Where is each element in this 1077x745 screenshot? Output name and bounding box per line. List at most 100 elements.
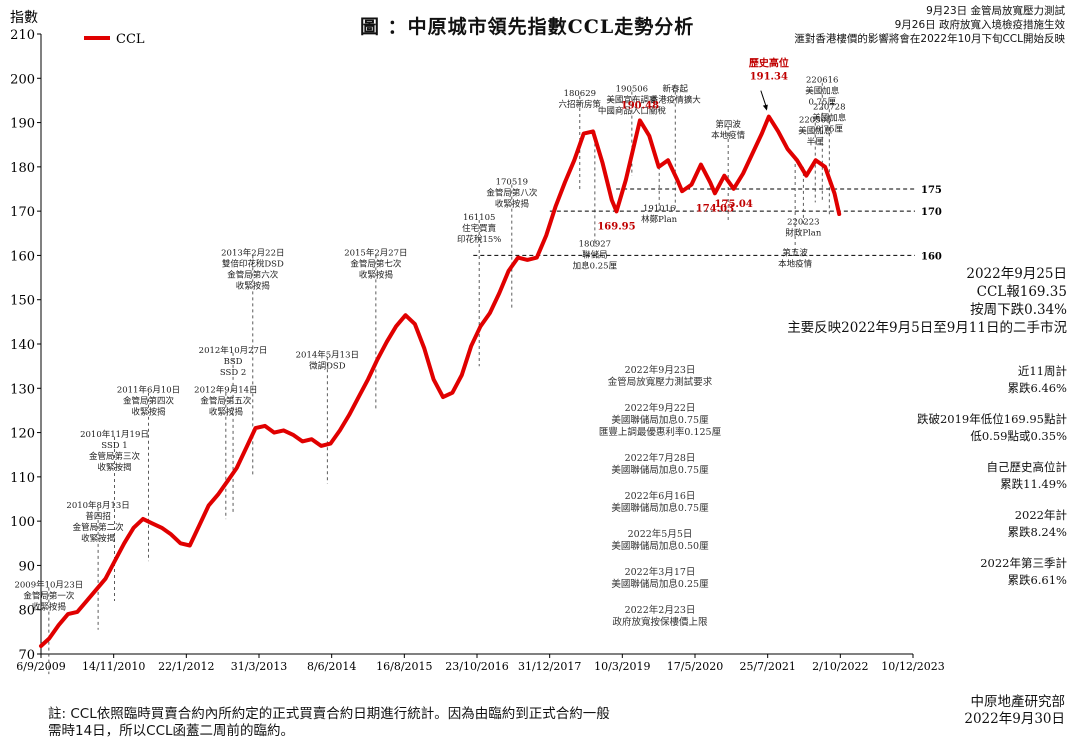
annotation-line: 金管局第四次	[123, 396, 175, 407]
ccl-data-point	[713, 192, 717, 195]
weekly-change: 按周下跌0.34%	[970, 302, 1067, 318]
event-annotation: 180927 聯儲局加息0.25厘	[573, 240, 618, 272]
annotation-line: 0.75厘	[809, 98, 837, 108]
policy-note: 2022年7月28日美國聯儲局加息0.75厘	[611, 452, 709, 476]
ccl-data-point	[169, 533, 173, 536]
annotation-line: 美國加息	[798, 126, 833, 137]
x-tick-label: 6/9/2009	[16, 660, 65, 673]
ccl-data-point	[732, 187, 735, 191]
ccl-data-point	[376, 358, 379, 361]
y-tick-label: 140	[10, 338, 35, 353]
ccl-data-point	[676, 178, 679, 182]
y-tick-label: 180	[10, 161, 35, 176]
stat-label: 近11周計	[1017, 364, 1067, 378]
annotation-line: 2012年10月27日	[199, 345, 268, 356]
legend-label: CCL	[116, 32, 145, 47]
peak-label-line: 169.95	[597, 221, 635, 232]
ccl-data-point	[216, 493, 220, 496]
y-tick-label: 150	[10, 294, 35, 309]
annotation-line: 加息0.25厘	[573, 261, 618, 272]
annotation-line: 中國商品入口關稅	[598, 106, 667, 117]
coverage-note: 主要反映2022年9月5日至9月11日的二手市況	[787, 320, 1067, 336]
y-tick-label: 170	[10, 205, 35, 220]
x-tick-label: 10/3/2019	[594, 660, 650, 673]
source-credit: 中原地產研究部 2022年9月30日	[964, 694, 1065, 728]
ccl-data-point	[235, 466, 238, 470]
annotation-line: 220223	[787, 217, 819, 227]
ccl-data-point	[498, 291, 501, 295]
ccl-data-point	[451, 391, 454, 394]
ccl-data-point	[132, 526, 135, 529]
annotation-line: 金管局第五次	[200, 396, 252, 407]
annotation-line: 本地疫情	[711, 130, 746, 141]
ccl-data-point	[699, 163, 703, 166]
event-annotation: 190506 美國宣布調高中國商品入口關稅	[598, 85, 667, 117]
ccl-data-point	[291, 433, 295, 436]
y-axis-label: 指數	[10, 10, 38, 26]
ccl-data-point	[329, 442, 332, 445]
ccl-data-point	[507, 269, 510, 273]
annotation-line: 收緊按揭	[209, 407, 244, 418]
peak-label-line: 歷史高位	[749, 57, 789, 70]
annotation-line: 六招新房策	[559, 99, 602, 110]
policy-note-line: 美國聯儲局加息0.75厘	[611, 502, 709, 514]
ccl-data-point	[563, 181, 567, 184]
x-tick-label: 23/10/2016	[445, 660, 508, 673]
x-tick-label: 31/3/2013	[231, 660, 287, 673]
event-annotation: 第四波本地疫情	[711, 119, 746, 141]
x-tick-label: 8/6/2014	[307, 660, 356, 673]
ccl-series-line	[39, 114, 842, 648]
annotation-line: 林鄭Plan	[641, 214, 678, 225]
ccl-data-point	[432, 378, 435, 381]
ccl-data-point	[624, 178, 628, 182]
policy-note-line: 2022年3月17日	[625, 566, 696, 578]
policy-note-line: 美國聯儲局加息0.50厘	[611, 540, 709, 552]
annotation-line: 2015年2月27日	[344, 247, 407, 258]
ccl-data-point	[57, 624, 60, 627]
x-tick-label: 31/12/2017	[518, 660, 581, 673]
ccl-data-point	[823, 165, 827, 169]
annotation-line: 2009年10月23日	[14, 580, 83, 591]
y-tick-label: 130	[10, 382, 35, 397]
event-annotation: 新春起香港疫情擴大	[650, 84, 702, 106]
annotation-line: 收緊按揭	[359, 269, 394, 280]
stat-label: 自己歷史高位計	[986, 460, 1068, 474]
event-annotation: 2010年11月19日 SSD 1 金管局第三次收緊按揭	[80, 429, 149, 473]
ccl-data-point	[160, 526, 163, 529]
event-annotation: 2012年9月14日金管局第五次收緊按揭	[194, 385, 257, 418]
y-tick-label: 190	[10, 117, 35, 132]
policy-note-line: 美國聯儲局加息0.75厘	[611, 414, 709, 426]
ccl-data-point	[544, 234, 548, 237]
policy-note-line: 2022年9月23日	[625, 364, 696, 376]
ccl-data-point	[254, 426, 257, 430]
latest-value: CCL報169.35	[976, 284, 1067, 300]
ccl-data-point	[348, 413, 351, 417]
annotation-line: 第五波	[782, 247, 808, 258]
ccl-data-point	[634, 139, 637, 142]
annotation-line: 美國加息	[805, 86, 840, 97]
y-tick-label: 200	[10, 72, 35, 87]
annotation-line: 收緊按揭	[236, 280, 271, 291]
y-tick-label: 70	[18, 648, 35, 663]
annotation-line: 本地疫情	[778, 258, 813, 269]
ccl-data-point	[244, 446, 248, 450]
peak-label: 歷史高位 191.34	[749, 57, 789, 83]
ccl-data-point	[833, 192, 836, 195]
ccl-data-point	[723, 174, 726, 177]
ccl-data-point	[207, 504, 210, 507]
x-tick-label: 17/5/2020	[667, 660, 723, 673]
annotation-line: 170519	[496, 178, 528, 188]
ccl-data-point	[319, 444, 323, 448]
ccl-data-point	[366, 378, 370, 381]
top-note: 滙對香港樓價的影響將會在2022年10月下旬CCL開始反映	[794, 33, 1065, 45]
ccl-data-point	[263, 424, 267, 428]
peak-label: 190.48	[621, 100, 659, 111]
annotation-line: 180629	[564, 89, 596, 99]
stat-block: 2022年第三季計 累跌6.61%	[767, 555, 1067, 589]
event-annotation: 170519 金管局第八次收緊按揭	[486, 178, 538, 210]
policy-note-line: 2022年2月23日	[625, 604, 696, 616]
annotation-line: 香港疫情擴大	[650, 95, 702, 106]
ccl-data-point	[786, 147, 789, 151]
ccl-data-point	[188, 544, 192, 547]
